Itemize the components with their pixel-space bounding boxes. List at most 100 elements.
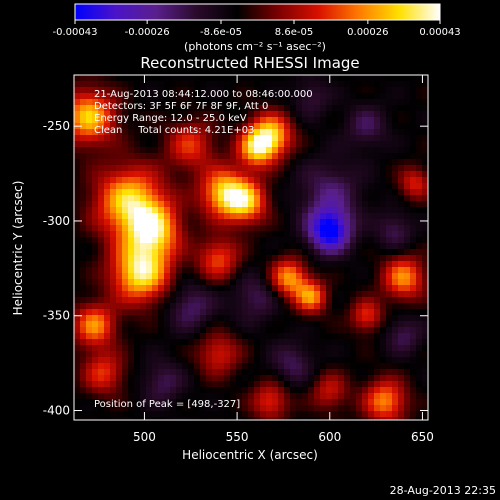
heatmap-cell <box>338 279 345 286</box>
heatmap-cell <box>350 381 357 388</box>
heatmap-cell <box>80 225 87 232</box>
heatmap-cell <box>176 375 183 382</box>
heatmap-cell <box>338 117 345 124</box>
heatmap-cell <box>332 267 339 274</box>
heatmap-cell <box>200 105 207 112</box>
heatmap-cell <box>260 219 267 226</box>
heatmap-cell <box>296 417 303 420</box>
heatmap-cell <box>188 105 195 112</box>
heatmap-cell <box>284 411 291 418</box>
heatmap-cell <box>398 381 405 388</box>
heatmap-cell <box>236 81 243 88</box>
heatmap-cell <box>422 309 428 316</box>
heatmap-cell <box>206 123 213 130</box>
heatmap-cell <box>332 351 339 358</box>
heatmap-cell <box>194 303 201 310</box>
heatmap-cell <box>242 417 249 420</box>
heatmap-cell <box>218 159 225 166</box>
heatmap-cell <box>110 213 117 220</box>
heatmap-cell <box>344 381 351 388</box>
heatmap-cell <box>296 267 303 274</box>
heatmap-cell <box>128 249 135 256</box>
heatmap-cell <box>296 111 303 118</box>
heatmap-cell <box>272 291 279 298</box>
heatmap-cell <box>392 243 399 250</box>
heatmap-cell <box>422 99 428 106</box>
heatmap-cell <box>296 363 303 370</box>
heatmap-cell <box>104 405 111 412</box>
heatmap-cell <box>230 285 237 292</box>
heatmap-cell <box>98 261 105 268</box>
heatmap-cell <box>320 255 327 262</box>
heatmap-cell <box>92 213 99 220</box>
heatmap-cell <box>128 261 135 268</box>
heatmap-cell <box>104 117 111 124</box>
heatmap-cell <box>326 285 333 292</box>
heatmap-cell <box>122 393 129 400</box>
heatmap-cell <box>182 99 189 106</box>
heatmap-cell <box>308 159 315 166</box>
heatmap-cell <box>200 147 207 154</box>
heatmap-cell <box>272 357 279 364</box>
heatmap-cell <box>410 135 417 142</box>
heatmap-cell <box>86 321 93 328</box>
heatmap-cell <box>362 237 369 244</box>
heatmap-cell <box>74 219 81 226</box>
heatmap-cell <box>254 249 261 256</box>
heatmap-cell <box>200 237 207 244</box>
heatmap-cell <box>188 117 195 124</box>
heatmap-cell <box>92 219 99 226</box>
heatmap-cell <box>158 267 165 274</box>
heatmap-cell <box>374 141 381 148</box>
heatmap-cell <box>80 159 87 166</box>
heatmap-cell <box>362 411 369 418</box>
heatmap-cell <box>146 189 153 196</box>
heatmap-cell <box>398 189 405 196</box>
heatmap-cell <box>164 291 171 298</box>
colorbar-gradient <box>75 4 440 20</box>
heatmap-cell <box>278 99 285 106</box>
heatmap-cell <box>392 285 399 292</box>
heatmap-cell <box>410 93 417 100</box>
heatmap-cell <box>248 135 255 142</box>
heatmap-cell <box>416 303 423 310</box>
heatmap-cell <box>128 369 135 376</box>
heatmap-cell <box>176 279 183 286</box>
heatmap-cell <box>374 243 381 250</box>
heatmap-cell <box>218 279 225 286</box>
heatmap-cell <box>146 129 153 136</box>
heatmap-cell <box>254 309 261 316</box>
heatmap-cell <box>308 417 315 420</box>
heatmap-cell <box>116 345 123 352</box>
colorbar-frame <box>74 3 441 21</box>
heatmap-cell <box>212 141 219 148</box>
heatmap-cell <box>92 411 99 418</box>
heatmap-cell <box>158 315 165 322</box>
heatmap-cell <box>422 195 428 202</box>
heatmap-cell <box>278 267 285 274</box>
heatmap-cell <box>308 405 315 412</box>
heatmap-cell <box>386 387 393 394</box>
heatmap-cell <box>410 81 417 88</box>
heatmap-cell <box>194 87 201 94</box>
heatmap-cell <box>248 339 255 346</box>
heatmap-cell <box>176 117 183 124</box>
heatmap-cell <box>392 327 399 334</box>
heatmap-cell <box>404 189 411 196</box>
heatmap-cell <box>116 99 123 106</box>
heatmap-cell <box>182 417 189 420</box>
heatmap-cell <box>272 153 279 160</box>
heatmap-cell <box>398 177 405 184</box>
heatmap-cell <box>242 285 249 292</box>
heatmap-cell <box>296 327 303 334</box>
heatmap-cell <box>314 405 321 412</box>
y-tick-label: -350 <box>43 309 70 323</box>
heatmap-cell <box>146 267 153 274</box>
heatmap-cell <box>218 339 225 346</box>
heatmap-cell <box>230 99 237 106</box>
heatmap-cell <box>284 327 291 334</box>
heatmap-cell <box>212 171 219 178</box>
heatmap-cell <box>248 405 255 412</box>
heatmap-cell <box>368 291 375 298</box>
heatmap-cell <box>392 291 399 298</box>
